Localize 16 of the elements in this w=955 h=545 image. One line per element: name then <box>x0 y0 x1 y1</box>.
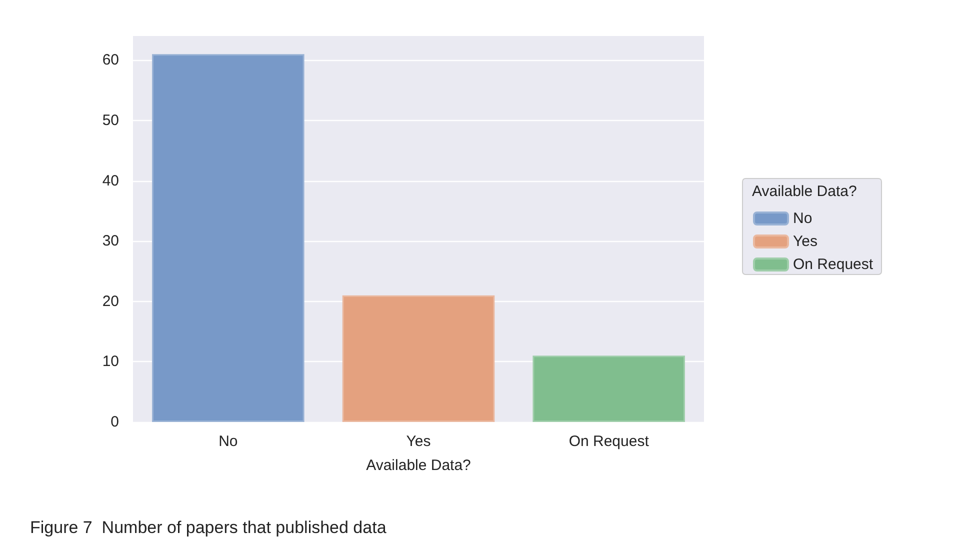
legend-label: Yes <box>793 233 818 250</box>
legend-title: Available Data? <box>752 183 857 200</box>
y-tick-label: 0 <box>110 414 119 430</box>
caption: Figure 7 Number of papers that published data <box>30 518 387 537</box>
x-tick-label: Yes <box>406 433 431 450</box>
legend-label: On Request <box>793 256 874 273</box>
x-tick-label: No <box>218 433 238 450</box>
legend-label: No <box>793 210 812 227</box>
y-tick-label: 30 <box>102 232 119 250</box>
y-tick-label: 10 <box>102 353 119 370</box>
y-tick-label: 50 <box>102 112 119 129</box>
y-tick-label: 60 <box>102 52 119 69</box>
y-tick-label: 20 <box>102 292 119 310</box>
x-tick-label: On Request <box>568 433 650 450</box>
x-axis-title: Available Data? <box>366 457 471 474</box>
y-tick-label: 40 <box>102 172 119 190</box>
